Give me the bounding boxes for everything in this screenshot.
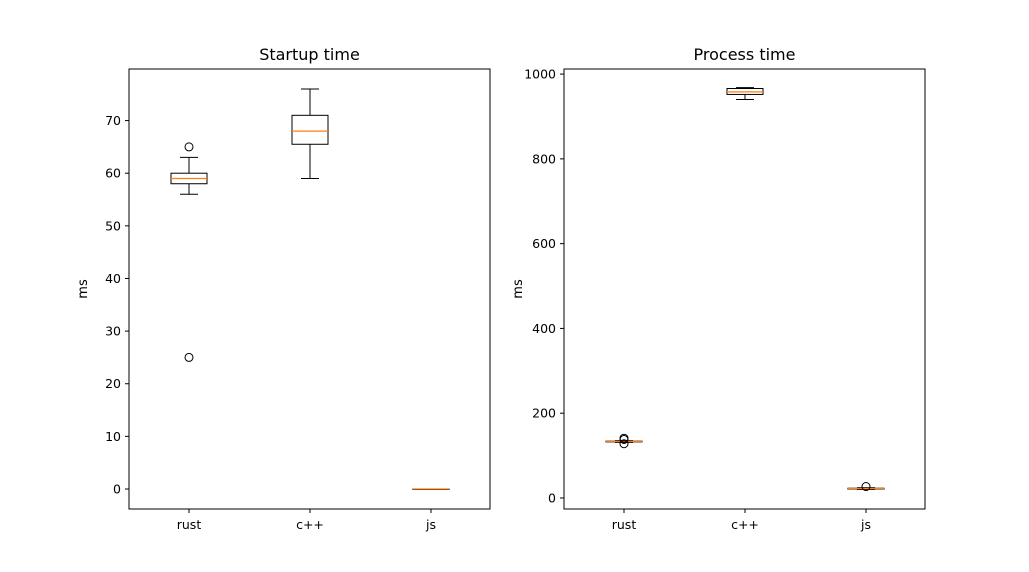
axes-frame: [128, 68, 491, 510]
y-tick-label: 20: [105, 376, 121, 391]
y-tick-label: 70: [105, 113, 121, 128]
y-tick-label: 0: [548, 490, 556, 505]
y-tick-label: 400: [532, 321, 556, 336]
y-axis-label: ms: [76, 279, 91, 299]
y-tick-label: 40: [105, 271, 121, 286]
chart-title: Process time: [694, 45, 796, 64]
outlier-point: [861, 482, 871, 492]
x-tick-label: js: [860, 517, 871, 532]
box-cpp: [291, 114, 329, 145]
y-tick-label: 600: [532, 236, 556, 251]
outlier-point: [619, 439, 629, 449]
startup-time-panel: Startup time ms 0 10 20 30 40 50 60 70 rust c++ js: [76, 45, 491, 532]
x-tick-label: rust: [177, 517, 202, 532]
x-tick-label: rust: [612, 517, 637, 532]
y-tick-label: 200: [532, 406, 556, 421]
process-time-panel: Process time ms 0 200 400 600 800 1000 rust c++ js: [511, 45, 926, 532]
x-tick-label: c++: [296, 517, 324, 532]
y-tick-label: 50: [105, 218, 121, 233]
outlier-point: [184, 352, 194, 362]
x-tick-label: js: [425, 517, 436, 532]
chart-title: Startup time: [259, 45, 360, 64]
y-tick-label: 1000: [524, 67, 556, 82]
y-tick-label: 0: [113, 482, 121, 497]
y-tick-label: 10: [105, 429, 121, 444]
y-tick-label: 30: [105, 324, 121, 339]
y-tick-label: 60: [105, 166, 121, 181]
axes-frame: [563, 68, 926, 510]
outlier-point: [184, 142, 194, 152]
outlier-point: [619, 433, 629, 443]
y-axis-label: ms: [511, 279, 526, 299]
x-tick-label: c++: [731, 517, 759, 532]
y-tick-label: 800: [532, 151, 556, 166]
